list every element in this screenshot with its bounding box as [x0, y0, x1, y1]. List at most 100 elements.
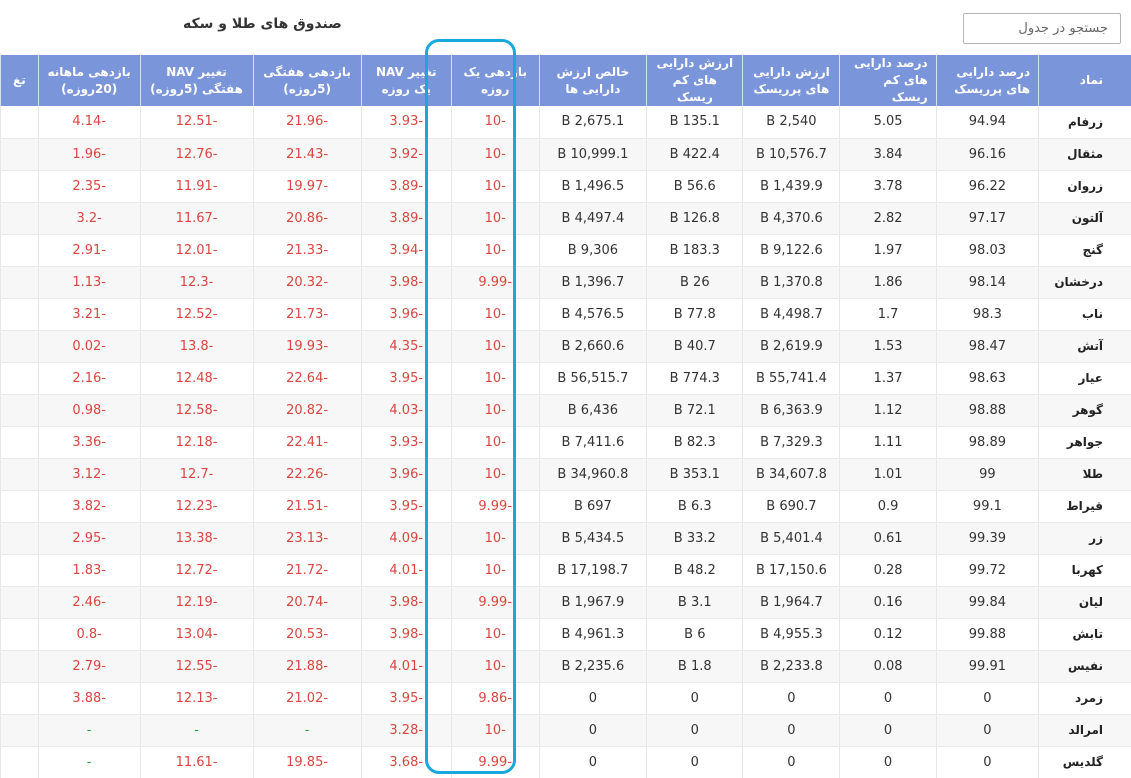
header-weekly-nav-change[interactable]: تغییر NAV هفتگی (5روزه) [139, 55, 254, 106]
table-row[interactable]: مثقال 96.16 3.84 10,576.7 B 422.4 B 10,999.1 … [0, 138, 1131, 171]
header-daily-return[interactable]: بازدهی یک روزه [450, 55, 540, 106]
header-risky-assets-pct[interactable]: درصد دارایی های پرریسک [935, 55, 1039, 106]
risky-pct-cell: 98.89 [935, 426, 1039, 459]
symbol-cell[interactable]: مثقال [1038, 138, 1131, 171]
low-risk-pct-cell: 1.86 [839, 266, 937, 299]
table-row[interactable]: جواهر 98.89 1.11 7,329.3 B 82.3 B 7,411.6 B -1… [0, 426, 1131, 459]
symbol-cell[interactable]: گنج [1038, 234, 1131, 267]
monthly-return-cell: -3.82 [37, 490, 141, 523]
table-row[interactable]: آتش 98.47 1.53 2,619.9 B 40.7 B 2,660.6 B -10-… [0, 330, 1131, 363]
weekly-return-cell: -23.13 [252, 522, 362, 555]
header-monthly-return[interactable]: بازدهی ماهانه (20روزه) [37, 55, 141, 106]
daily-return-cell: -10 [450, 106, 540, 139]
truncated-cell [0, 170, 39, 203]
truncated-cell [0, 330, 39, 363]
table-row[interactable]: کهربا 99.72 0.28 17,150.6 B 48.2 B 17,198.7 B… [0, 554, 1131, 587]
symbol-cell[interactable]: گلدیس [1038, 746, 1131, 778]
header-low-risk-assets-pct[interactable]: درصد دارایی های کم ریسک [839, 55, 937, 106]
table-row[interactable]: زرفام 94.94 5.05 2,540 B 135.1 B 2,675.1 B -10… [0, 106, 1131, 139]
symbol-cell[interactable]: زمرد [1038, 682, 1131, 715]
symbol-cell[interactable]: زروان [1038, 170, 1131, 203]
table-row[interactable]: گنج 98.03 1.97 9,122.6 B 183.3 B 9,306 B -10 -3… [0, 234, 1131, 267]
daily-return-cell: -10 [450, 362, 540, 395]
table-row[interactable]: ناب 98.3 1.7 4,498.7 B 77.8 B 4,576.5 B -10 -3.… [0, 298, 1131, 331]
low-risk-value-cell: 0 [646, 682, 743, 715]
symbol-cell[interactable]: گوهر [1038, 394, 1131, 427]
header-daily-nav-change[interactable]: تغییر NAV یک روزه [360, 55, 452, 106]
symbol-cell[interactable]: طلا [1038, 458, 1131, 491]
risky-pct-cell: 98.88 [935, 394, 1039, 427]
table-row[interactable]: درخشان 98.14 1.86 1,370.8 B 26 B 1,396.7 B -9.… [0, 266, 1131, 299]
table-row[interactable]: امرالد 0 0 0 0 0 -10 -3.28- - - [0, 714, 1131, 747]
symbol-cell[interactable]: ناب [1038, 298, 1131, 331]
low-risk-pct-cell: 1.11 [839, 426, 937, 459]
table-row[interactable]: زمرد 0 0 0 0 0 -9.86 -3.95 -21.02 -12.13 -3.88 [0, 682, 1131, 715]
header-low-risk-assets-value[interactable]: ارزش دارایی های کم ریسک [646, 55, 743, 106]
table-row[interactable]: آلتون 97.17 2.82 4,370.6 B 126.8 B 4,497.4 B-… [0, 202, 1131, 235]
weekly-nav-change-cell: -13.38 [139, 522, 254, 555]
daily-nav-change-cell: -3.98 [360, 618, 452, 651]
symbol-cell[interactable]: درخشان [1038, 266, 1131, 299]
risky-value-cell: 4,498.7 B [742, 298, 840, 331]
daily-return-cell: -10 [450, 714, 540, 747]
table-row[interactable]: طلا 99 1.01 34,607.8 B 353.1 B 34,960.8 B -10-… [0, 458, 1131, 491]
header-symbol[interactable]: نماد [1038, 55, 1131, 106]
low-risk-pct-cell: 0 [839, 714, 937, 747]
table-search-input[interactable] [963, 13, 1121, 44]
truncated-cell [0, 682, 39, 715]
header-truncated[interactable]: تغ [0, 55, 39, 106]
nav-cell: 1,967.9 B [538, 586, 647, 619]
truncated-cell [0, 138, 39, 171]
symbol-cell[interactable]: زر [1038, 522, 1131, 555]
daily-nav-change-cell: -3.96 [360, 298, 452, 331]
table-row[interactable]: لیان 99.84 0.16 1,964.7 B 3.1 B 1,967.9 B -9.9… [0, 586, 1131, 619]
risky-pct-cell: 99 [935, 458, 1039, 491]
table-row[interactable]: قیراط 99.1 0.9 690.7 B 6.3 B 697 B -9.99 -3.95-… [0, 490, 1131, 523]
symbol-cell[interactable]: قیراط [1038, 490, 1131, 523]
table-row[interactable]: نفیس 99.91 0.08 2,233.8 B 1.8 B 2,235.6 B -10-… [0, 650, 1131, 683]
risky-value-cell: 4,955.3 B [742, 618, 840, 651]
risky-value-cell: 55,741.4 B [742, 362, 840, 395]
symbol-cell[interactable]: تابش [1038, 618, 1131, 651]
symbol-cell[interactable]: لیان [1038, 586, 1131, 619]
table-row[interactable]: گلدیس 0 0 0 0 0 -9.99 -3.68 -19.85 -11.61- [0, 746, 1131, 778]
nav-cell: 2,660.6 B [538, 330, 647, 363]
table-row[interactable]: زروان 96.22 3.78 1,439.9 B 56.6 B 1,496.5 B -1… [0, 170, 1131, 203]
nav-cell: 5,434.5 B [538, 522, 647, 555]
symbol-cell[interactable]: عیار [1038, 362, 1131, 395]
weekly-nav-change-cell: -11.91 [139, 170, 254, 203]
symbol-cell[interactable]: امرالد [1038, 714, 1131, 747]
low-risk-value-cell: 1.8 B [646, 650, 743, 683]
daily-nav-change-cell: -3.92 [360, 138, 452, 171]
table-row[interactable]: عیار 98.63 1.37 55,741.4 B 774.3 B 56,515.7 B… [0, 362, 1131, 395]
weekly-return-cell: -19.85 [252, 746, 362, 778]
daily-nav-change-cell: -4.35 [360, 330, 452, 363]
table-row[interactable]: زر 99.39 0.61 5,401.4 B 33.2 B 5,434.5 B -10 -4… [0, 522, 1131, 555]
symbol-cell[interactable]: آتش [1038, 330, 1131, 363]
header-risky-assets-value[interactable]: ارزش دارایی های پرریسک [742, 55, 840, 106]
daily-nav-change-cell: -3.95 [360, 362, 452, 395]
low-risk-pct-cell: 1.53 [839, 330, 937, 363]
daily-return-cell: -9.86 [450, 682, 540, 715]
risky-value-cell: 2,540 B [742, 106, 840, 139]
weekly-return-cell: -20.86 [252, 202, 362, 235]
risky-value-cell: 1,439.9 B [742, 170, 840, 203]
weekly-return-cell: -19.97 [252, 170, 362, 203]
table-row[interactable]: گوهر 98.88 1.12 6,363.9 B 72.1 B 6,436 B -10 -4… [0, 394, 1131, 427]
symbol-cell[interactable]: آلتون [1038, 202, 1131, 235]
weekly-return-cell: -21.73 [252, 298, 362, 331]
symbol-cell[interactable]: جواهر [1038, 426, 1131, 459]
symbol-cell[interactable]: کهربا [1038, 554, 1131, 587]
daily-return-cell: -10 [450, 426, 540, 459]
weekly-nav-change-cell: -11.61 [139, 746, 254, 778]
header-net-asset-value[interactable]: خالص ارزش دارایی ها [538, 55, 647, 106]
low-risk-value-cell: 6 B [646, 618, 743, 651]
daily-nav-change-cell: -3.95 [360, 682, 452, 715]
risky-pct-cell: 99.84 [935, 586, 1039, 619]
symbol-cell[interactable]: زرفام [1038, 106, 1131, 139]
truncated-cell [0, 426, 39, 459]
symbol-cell[interactable]: نفیس [1038, 650, 1131, 683]
header-weekly-return[interactable]: بازدهی هفتگی (5روزه) [252, 55, 362, 106]
monthly-return-cell: -1.96 [37, 138, 141, 171]
